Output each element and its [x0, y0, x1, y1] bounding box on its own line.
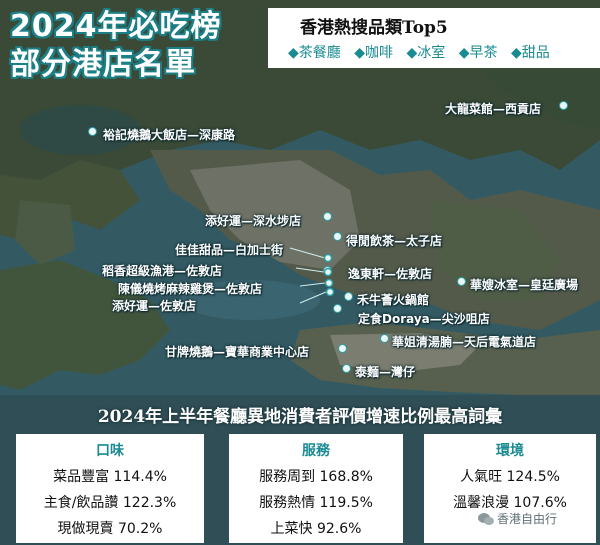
location-dot [338, 344, 347, 353]
map-label: 逸東軒—佐敦店 [348, 267, 433, 281]
panel-title: 服務 [302, 443, 330, 459]
panel-title: 環境 [496, 443, 524, 459]
map-label: 佳佳甜品—白加士街 [175, 243, 284, 257]
location-dot [88, 127, 97, 136]
location-dot [457, 277, 466, 286]
category-item: ◆冰室 [406, 45, 446, 61]
title-line-2: 部分港店名單 [10, 47, 196, 82]
location-dot [333, 304, 342, 313]
map-label: 泰麵—灣仔 [355, 365, 416, 379]
hot-search-categories: ◆茶餐廳 ◆咖啡 ◆冰室 ◆早茶 ◆甜品 [288, 42, 600, 62]
location-dot [344, 292, 353, 301]
location-dot [333, 232, 342, 241]
panel-row: 服務周到 168.8% [259, 469, 373, 485]
panel-taste: 口味 菜品豐富 114.4% 主食/飲品讚 122.3% 現做現賣 70.2% [16, 434, 204, 543]
map-label: 華姐清湯腩—天后電氣道店 [392, 335, 537, 349]
map-label: 得閒飲茶—太子店 [346, 234, 443, 248]
map-label: 甘牌燒鵝—寶華商業中心店 [165, 345, 310, 359]
category-item: ◆咖啡 [354, 45, 394, 61]
panel-row: 人氣旺 124.5% [460, 469, 560, 485]
panel-environment: 環境 人氣旺 124.5% 溫馨浪漫 107.6% [424, 434, 596, 543]
category-item: ◆甜品 [510, 45, 550, 61]
title-line-1: 2024年必吃榜 [10, 9, 222, 44]
category-item: ◆茶餐廳 [288, 45, 341, 61]
map-label: 華嫂冰室—皇廷廣場 [470, 278, 579, 292]
category-item: ◆早茶 [458, 45, 498, 61]
wechat-icon [478, 513, 494, 525]
map-label: 陳儀燒烤麻辣雞煲—佐敦店 [118, 282, 263, 296]
banner-title: 2024年上半年餐廳異地消費者評價增速比例最高詞彙 [97, 407, 503, 427]
watermark-text: 香港自由行 [497, 512, 558, 526]
panel-row: 服務熱情 119.5% [259, 495, 373, 511]
map-label: 稻香超級漁港—佐敦店 [102, 264, 223, 278]
map-label: 添好運—佐敦店 [112, 299, 197, 313]
map-label: 定食Doraya—尖沙咀店 [358, 312, 490, 326]
panel-row: 主食/飲品讚 122.3% [43, 495, 177, 511]
map-label: 禾牛薈火鍋館 [357, 293, 430, 307]
map-label: 裕記燒鵝大飯店—深康路 [103, 128, 236, 142]
hot-search-box: 香港熱搜品類Top5 ◆茶餐廳 ◆咖啡 ◆冰室 ◆早茶 ◆甜品 [268, 8, 600, 68]
panel-row: 上菜快 92.6% [270, 521, 362, 537]
panel-row: 溫馨浪漫 107.6% [453, 495, 567, 511]
location-dot [380, 334, 389, 343]
location-dot [342, 364, 351, 373]
location-dot [323, 212, 332, 221]
panel-service: 服務 服務周到 168.8% 服務熱情 119.5% 上菜快 92.6% [229, 434, 403, 543]
map-label: 添好運—深水埗店 [205, 214, 302, 228]
hot-search-title: 香港熱搜品類Top5 [300, 18, 448, 38]
panel-row: 菜品豐富 114.4% [53, 469, 167, 485]
panel-title: 口味 [96, 443, 124, 459]
location-dot [559, 101, 568, 110]
map-label: 大龍菜館—西貢店 [445, 102, 542, 116]
watermark: 香港自由行 [478, 510, 557, 527]
panel-row: 現做現賣 70.2% [57, 521, 163, 537]
